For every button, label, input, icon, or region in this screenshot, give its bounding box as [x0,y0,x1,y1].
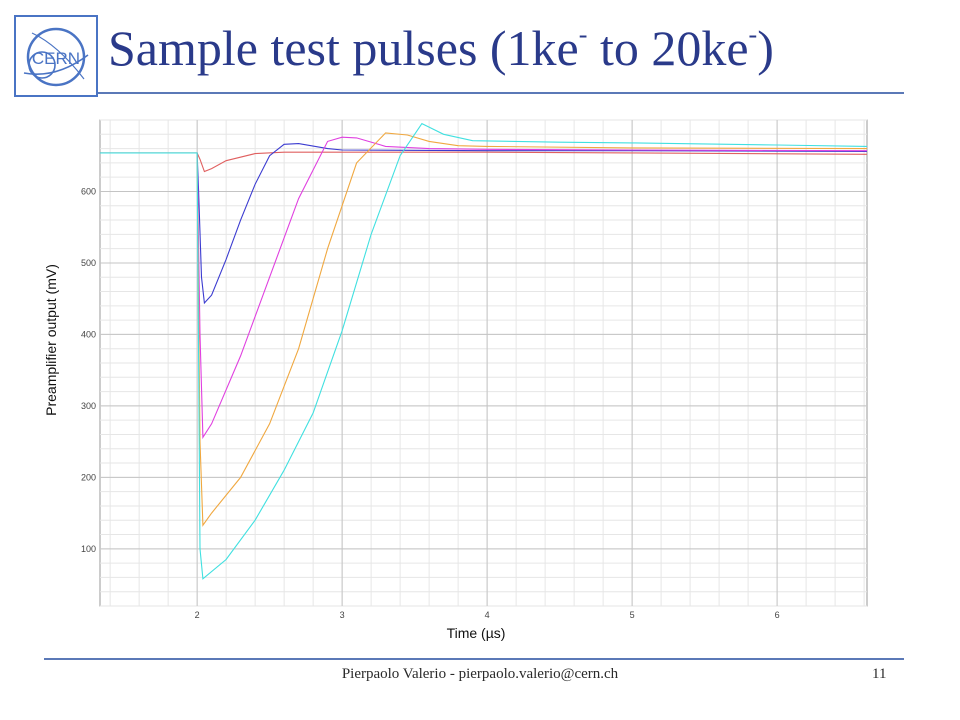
cern-logo: CERN [14,15,98,97]
page-number: 11 [872,666,887,682]
y-tick-label: 300 [81,401,96,411]
cern-logo-text: CERN [32,49,80,68]
y-tick-label: 400 [81,329,96,339]
title-divider [98,92,904,94]
y-tick-label: 200 [81,472,96,482]
series-line-5 [100,122,868,580]
x-tick-label: 3 [340,610,345,620]
x-tick-label: 4 [485,610,490,620]
series-layer [100,122,868,580]
y-tick-label: 100 [81,544,96,554]
title-part-3: ) [757,20,774,76]
series-line-3 [196,136,868,440]
series-line-4 [196,132,868,527]
x-tick-label: 5 [630,610,635,620]
series-line-2 [196,143,868,305]
y-tick-label: 500 [81,258,96,268]
title-part-1: Sample test pulses (1ke [108,20,579,76]
y-tick-label: 600 [81,186,96,196]
major-grid [100,120,867,606]
x-tick-label: 6 [775,610,780,620]
tick-layer: 2 3 4 5 6 100 200 300 400 500 600 [81,186,780,620]
slide-title: Sample test pulses (1ke- to 20ke-) [108,20,774,76]
footer-divider [44,658,904,660]
footer-text: Pierpaolo Valerio - pierpaolo.valerio@ce… [341,666,619,682]
x-axis-label: Time (µs) [447,625,506,641]
series-line-1 [100,151,868,173]
title-part-2: to 20ke [587,20,749,76]
y-axis-label: Preamplifier output (mV) [43,264,59,416]
x-tick-label: 2 [195,610,200,620]
title-superscript-1: - [578,20,588,49]
title-superscript-2: - [748,20,758,49]
